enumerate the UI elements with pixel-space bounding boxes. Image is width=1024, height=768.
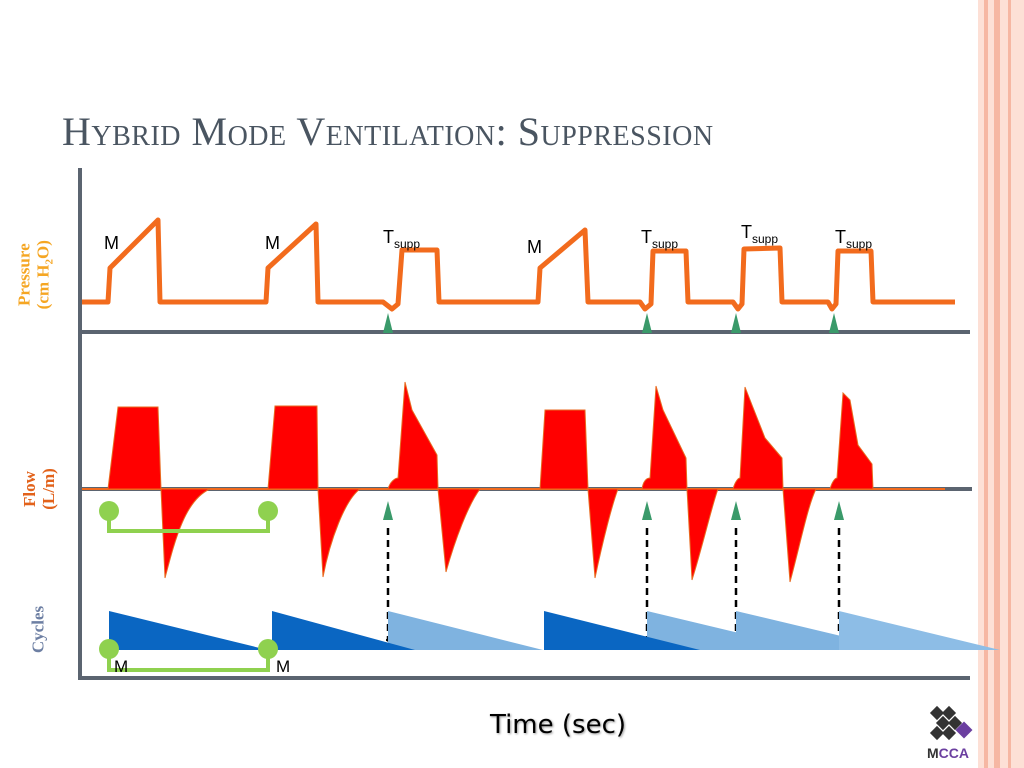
time-axis-label: Time (sec) — [490, 710, 627, 740]
flow-inspiration-supported — [641, 385, 688, 490]
spontaneous-cycle-window — [839, 611, 1000, 650]
bracket-endpoint — [258, 501, 278, 521]
bracket-endpoint — [99, 639, 119, 659]
cycle-label-m: M — [276, 657, 290, 676]
pressure-label-m: M — [104, 233, 119, 253]
flow-inspiration-supported — [829, 391, 874, 490]
slide-edge-line — [994, 0, 1000, 768]
bracket-endpoint — [99, 501, 119, 521]
flow-expiration — [587, 488, 619, 579]
logo-text-prefix: M — [927, 745, 939, 761]
flow-expiration — [160, 488, 211, 579]
flow-inspiration-supported — [732, 386, 784, 490]
pressure-label-m: M — [265, 233, 280, 253]
slide-title: Hybrid Mode Ventilation: Suppression — [62, 109, 714, 154]
pressure-label-m: M — [527, 237, 542, 257]
cycle-windows — [109, 611, 1000, 650]
mandatory-cycle-window — [109, 611, 268, 650]
slide-edge-line — [1008, 0, 1011, 768]
flow-trigger-marker — [642, 501, 652, 520]
flow-expiration — [782, 488, 817, 583]
mcca-logo-icon — [929, 705, 973, 741]
bracket-endpoint — [258, 639, 278, 659]
flow-inspiration-supported — [387, 381, 439, 490]
flow-inspiration-mandatory — [539, 409, 589, 490]
flow-expiration — [317, 488, 362, 578]
pressure-label-tsupp: Tsupp — [641, 227, 678, 251]
cycle-label-m: M — [114, 657, 128, 676]
mandatory-cycle-window — [272, 611, 415, 650]
mcca-logo-text: MCCA — [927, 745, 969, 761]
logo-text-accent: CCA — [938, 745, 970, 761]
pressure-label-tsupp: Tsupp — [741, 222, 778, 246]
pressure-trigger-marker — [829, 313, 839, 333]
flow-expiration — [686, 488, 719, 581]
flow-bracket — [107, 512, 270, 533]
flow-trigger-marker — [731, 501, 741, 520]
flow-inspiration-mandatory — [107, 406, 162, 490]
pressure-trigger-marker — [383, 313, 393, 333]
pressure-trigger-marker — [731, 313, 741, 333]
flow-inspiration-mandatory — [267, 405, 319, 490]
flow-trigger-marker — [383, 501, 393, 520]
slide-edge-line — [984, 0, 988, 768]
flow-expiration — [437, 488, 481, 573]
pressure-trace — [82, 217, 955, 312]
flow-waveforms — [107, 381, 874, 583]
pressure-trigger-marker — [642, 313, 652, 333]
pressure-label-tsupp: Tsupp — [383, 227, 420, 251]
spontaneous-cycle-window — [388, 611, 543, 650]
mandatory-cycle-window — [544, 611, 700, 650]
cycles-bracket — [107, 650, 270, 672]
flow-trigger-marker — [834, 501, 844, 520]
pressure-label-tsupp: Tsupp — [835, 227, 872, 251]
